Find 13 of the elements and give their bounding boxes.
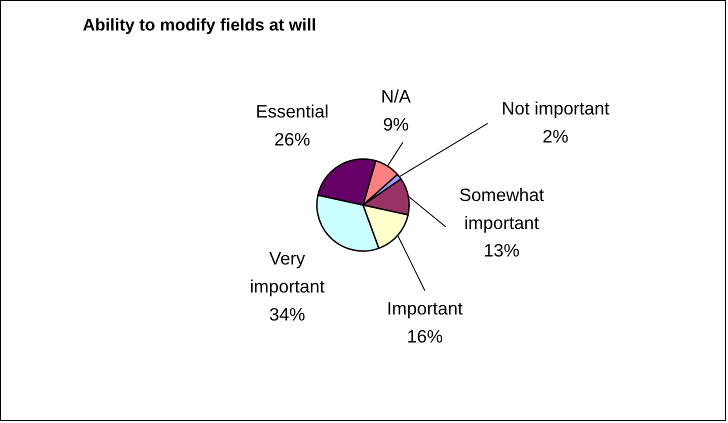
slice-label: Somewhat important xyxy=(459,185,544,233)
data-label: 2% xyxy=(542,126,568,146)
slice-label: Essential xyxy=(256,101,329,122)
slice-label: N/A xyxy=(380,86,411,106)
data-label: 26% xyxy=(274,129,310,150)
data-label: 9% xyxy=(382,114,409,134)
data-label: 34% xyxy=(269,304,306,324)
slice-label: Not important xyxy=(502,98,610,118)
data-label: 13% xyxy=(484,240,520,261)
slice-label: Very important xyxy=(250,248,325,297)
chart-title: Ability to modify fields at will xyxy=(82,16,316,35)
data-label: 16% xyxy=(406,326,443,346)
slice-label: Important xyxy=(386,298,463,318)
